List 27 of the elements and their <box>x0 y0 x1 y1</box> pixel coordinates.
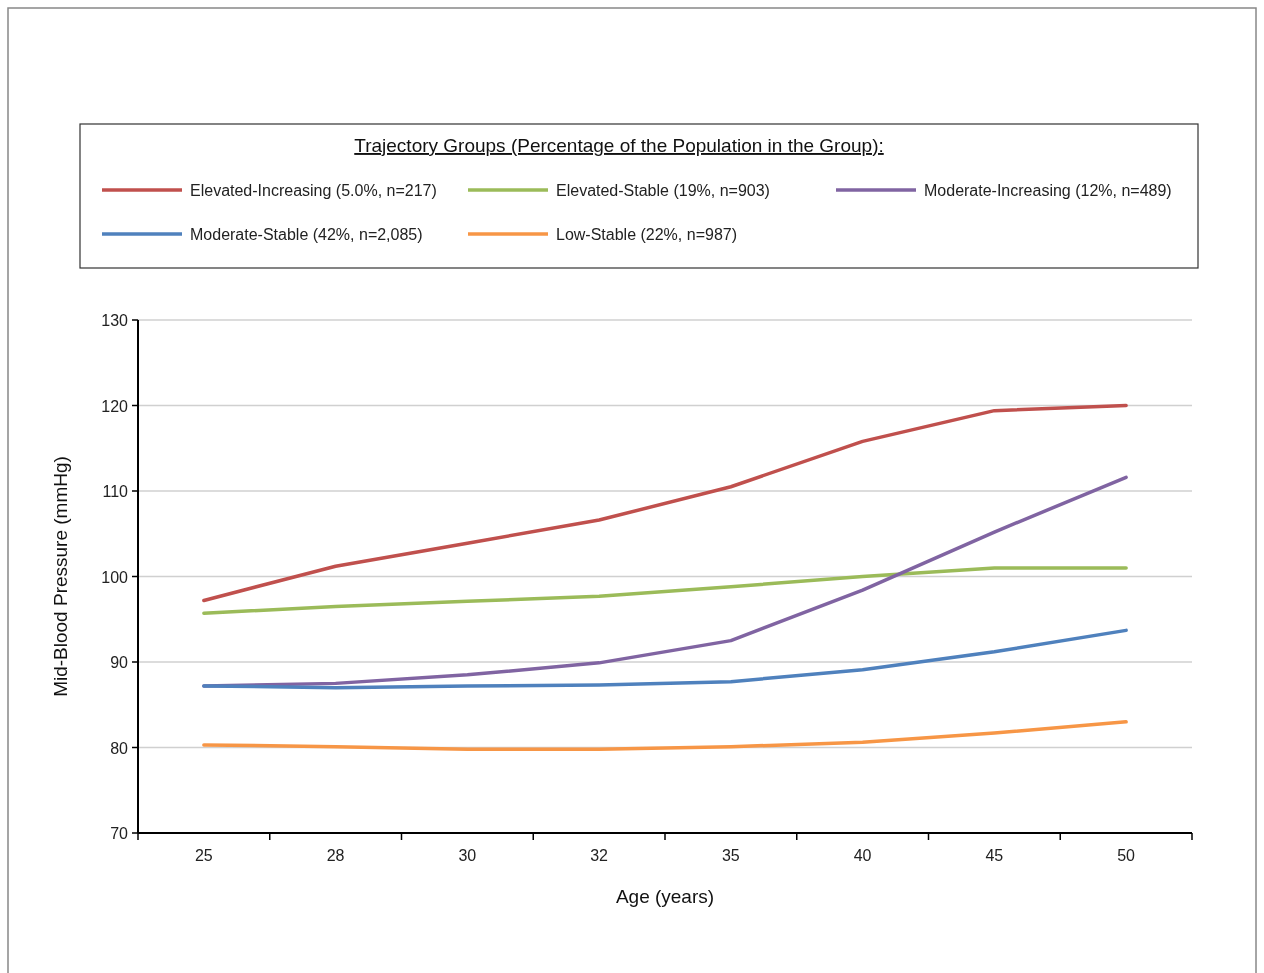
legend-label: Elevated-Increasing (5.0%, n=217) <box>190 182 437 199</box>
line-series <box>202 566 1128 616</box>
line-series <box>202 720 1128 751</box>
x-tick-label: 40 <box>853 847 872 864</box>
legend-label: Low-Stable (22%, n=987) <box>556 226 737 243</box>
x-tick-label: 30 <box>458 847 477 864</box>
x-tick-label: 45 <box>985 847 1004 864</box>
x-tick-label: 50 <box>1117 847 1136 864</box>
legend-label: Elevated-Stable (19%, n=903) <box>556 182 770 199</box>
legend-title: Trajectory Groups (Percentage of the Population in the Group): <box>354 135 884 156</box>
y-tick-label: 120 <box>101 397 129 415</box>
y-tick-label: 100 <box>101 568 129 586</box>
line-series <box>202 403 1128 603</box>
y-axis-title: Mid-Blood Pressure (mmHg) <box>50 456 71 697</box>
legend-label: Moderate-Increasing (12%, n=489) <box>924 182 1172 199</box>
y-tick-label: 110 <box>102 483 129 500</box>
y-tick-label: 90 <box>110 654 129 671</box>
x-tick-label: 35 <box>721 847 740 864</box>
legend-label: Moderate-Stable (42%, n=2,085) <box>190 226 423 243</box>
x-tick-label: 32 <box>590 847 609 864</box>
y-tick-label: 80 <box>110 739 129 757</box>
y-tick-label: 70 <box>110 825 129 842</box>
x-tick-label: 25 <box>194 847 213 864</box>
y-tick-label: 130 <box>101 312 129 329</box>
x-tick-label: 28 <box>326 847 345 864</box>
x-axis-title: Age (years) <box>615 886 715 907</box>
line-series <box>202 628 1128 690</box>
